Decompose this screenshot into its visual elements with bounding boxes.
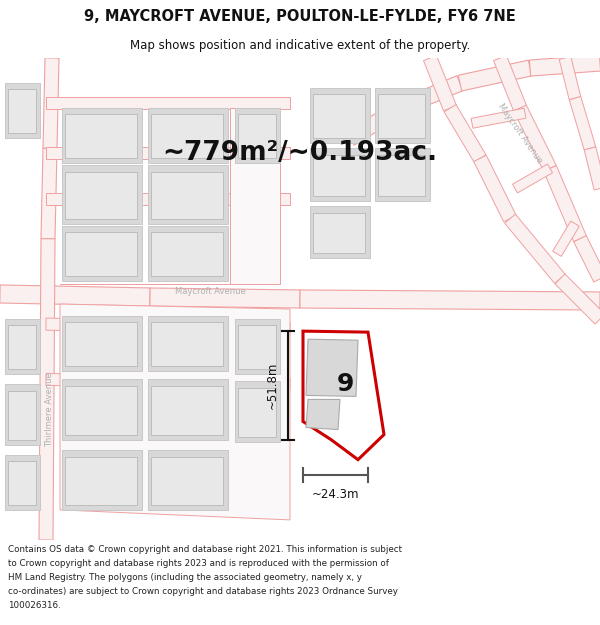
Polygon shape xyxy=(60,108,280,284)
Bar xyxy=(148,226,228,281)
Polygon shape xyxy=(303,331,384,459)
Bar xyxy=(238,325,276,369)
Bar xyxy=(5,319,40,374)
Text: 100026316.: 100026316. xyxy=(8,601,61,610)
Bar xyxy=(375,148,430,201)
Polygon shape xyxy=(514,105,556,172)
Polygon shape xyxy=(150,288,300,308)
Bar xyxy=(313,213,365,253)
Polygon shape xyxy=(306,399,340,429)
Polygon shape xyxy=(46,148,290,159)
Bar xyxy=(148,108,228,163)
Polygon shape xyxy=(574,236,600,282)
Text: Thirlmere Avenue: Thirlmere Avenue xyxy=(46,372,55,447)
Polygon shape xyxy=(46,318,290,335)
Bar xyxy=(151,386,223,434)
Polygon shape xyxy=(43,58,59,149)
Text: Maycroft Avenue: Maycroft Avenue xyxy=(496,102,544,165)
Polygon shape xyxy=(444,104,486,162)
Bar xyxy=(65,114,137,158)
Polygon shape xyxy=(584,147,600,190)
Polygon shape xyxy=(39,239,55,540)
Polygon shape xyxy=(41,148,57,239)
Bar xyxy=(65,386,137,434)
Bar xyxy=(62,316,142,371)
Bar xyxy=(65,322,137,366)
Polygon shape xyxy=(458,60,532,91)
Bar xyxy=(5,384,40,444)
Bar xyxy=(8,89,36,133)
Polygon shape xyxy=(46,192,290,204)
Polygon shape xyxy=(569,96,596,150)
Bar xyxy=(235,108,280,163)
Text: HM Land Registry. The polygons (including the associated geometry, namely x, y: HM Land Registry. The polygons (includin… xyxy=(8,573,362,582)
Text: to Crown copyright and database rights 2023 and is reproduced with the permissio: to Crown copyright and database rights 2… xyxy=(8,559,389,568)
Bar xyxy=(8,391,36,439)
Polygon shape xyxy=(512,164,553,193)
Bar xyxy=(5,83,40,138)
Polygon shape xyxy=(474,155,516,222)
Polygon shape xyxy=(555,274,600,324)
Bar xyxy=(310,88,370,143)
Bar xyxy=(151,173,223,219)
Polygon shape xyxy=(505,214,565,283)
Polygon shape xyxy=(300,290,600,310)
Bar xyxy=(151,114,223,158)
Bar xyxy=(151,232,223,276)
Polygon shape xyxy=(46,373,290,391)
Text: Contains OS data © Crown copyright and database right 2021. This information is : Contains OS data © Crown copyright and d… xyxy=(8,545,402,554)
Bar xyxy=(378,94,425,138)
Bar xyxy=(378,156,425,196)
Polygon shape xyxy=(471,108,526,128)
Polygon shape xyxy=(0,285,150,306)
Polygon shape xyxy=(559,56,581,99)
Bar xyxy=(5,454,40,510)
Text: ~51.8m: ~51.8m xyxy=(265,362,278,409)
Polygon shape xyxy=(544,166,586,241)
Bar xyxy=(62,226,142,281)
Polygon shape xyxy=(494,56,526,111)
Bar xyxy=(65,232,137,276)
Bar xyxy=(151,457,223,505)
Bar xyxy=(62,379,142,439)
Bar xyxy=(151,322,223,366)
Bar xyxy=(375,88,430,143)
Bar xyxy=(235,319,280,374)
Bar xyxy=(65,457,137,505)
Text: Maycroft Avenue: Maycroft Avenue xyxy=(175,288,245,296)
Bar xyxy=(148,449,228,510)
Text: ~779m²/~0.193ac.: ~779m²/~0.193ac. xyxy=(163,141,437,166)
Polygon shape xyxy=(46,97,290,109)
Bar xyxy=(238,114,276,158)
Bar xyxy=(62,449,142,510)
Bar xyxy=(8,325,36,369)
Polygon shape xyxy=(397,76,463,116)
Bar xyxy=(148,316,228,371)
Text: 9, MAYCROFT AVENUE, POULTON-LE-FYLDE, FY6 7NE: 9, MAYCROFT AVENUE, POULTON-LE-FYLDE, FY… xyxy=(84,9,516,24)
Polygon shape xyxy=(60,304,290,520)
Bar xyxy=(148,379,228,439)
Polygon shape xyxy=(529,55,600,76)
Bar xyxy=(8,461,36,505)
Polygon shape xyxy=(424,56,457,111)
Text: co-ordinates) are subject to Crown copyright and database rights 2023 Ordnance S: co-ordinates) are subject to Crown copyr… xyxy=(8,587,398,596)
Bar xyxy=(148,166,228,224)
Bar xyxy=(313,156,365,196)
Text: Map shows position and indicative extent of the property.: Map shows position and indicative extent… xyxy=(130,39,470,52)
Bar xyxy=(310,148,370,201)
Polygon shape xyxy=(346,101,404,145)
Text: ~24.3m: ~24.3m xyxy=(312,488,359,501)
Bar xyxy=(235,381,280,442)
Bar xyxy=(238,388,276,437)
Bar xyxy=(62,108,142,163)
Bar xyxy=(310,206,370,258)
Polygon shape xyxy=(553,221,579,256)
Polygon shape xyxy=(306,339,358,396)
Bar xyxy=(62,166,142,224)
Text: 9: 9 xyxy=(337,372,353,396)
Bar xyxy=(313,94,365,138)
Bar xyxy=(65,173,137,219)
